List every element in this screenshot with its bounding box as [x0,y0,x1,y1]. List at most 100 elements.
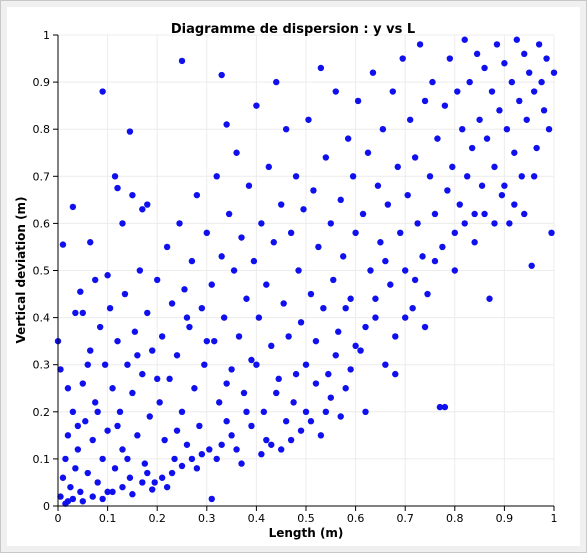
data-point [441,102,449,109]
data-point [181,286,188,293]
data-point [498,191,506,199]
data-point [139,479,146,486]
data-point [101,361,109,368]
data-point [347,366,354,373]
data-point [121,290,129,298]
data-point [260,408,268,415]
data-point [196,422,203,430]
data-point [302,408,310,415]
data-point [287,229,295,237]
data-point [230,267,238,274]
data-point [111,173,119,180]
data-point [233,149,240,156]
data-point [521,210,528,218]
data-point [488,88,496,95]
data-point [374,182,382,189]
data-point [72,309,79,317]
data-point [312,380,320,387]
data-point [87,239,94,246]
data-point [223,380,230,387]
data-point [183,314,191,321]
data-point [357,347,364,354]
grid [57,34,555,507]
data-point [240,389,248,397]
data-point [322,154,330,161]
data-point [280,300,287,307]
data-point [471,210,478,218]
data-point [481,210,488,218]
data-point [191,385,198,392]
data-point [206,446,213,453]
data-point [397,229,404,237]
data-point [59,474,67,481]
data-point [315,243,322,251]
data-point [104,272,111,279]
data-point [511,201,518,208]
data-point [178,57,186,65]
data-point [156,399,163,406]
data-point [464,173,471,180]
y-tick-label: 0.1 [33,453,51,466]
data-point [441,403,449,411]
data-point [496,107,503,114]
data-point [131,328,139,335]
data-point [265,163,272,171]
data-point [119,220,126,227]
data-point [516,97,523,105]
data-point [402,267,409,274]
data-point [163,483,171,491]
x-tick-label: 0.9 [496,512,514,525]
data-point [193,191,201,199]
data-point [223,121,230,128]
data-point [473,50,481,58]
data-point [158,333,166,340]
data-point [129,389,136,397]
data-point [79,498,87,505]
data-point [523,116,530,123]
data-point [193,465,201,472]
data-point [411,154,419,161]
data-point [327,394,334,401]
data-point [94,479,101,486]
data-point [69,495,77,503]
data-point [404,191,411,199]
data-point [64,385,72,392]
data-point [94,408,101,415]
data-point [501,182,508,189]
x-tick-label: 0.2 [148,512,166,525]
data-point [506,220,513,227]
y-tick-label: 0 [43,500,50,513]
data-point [225,210,233,218]
data-point [109,385,116,392]
x-tick-label: 0.6 [347,512,365,525]
data-point [530,88,538,95]
data-point [387,281,394,288]
data-point [243,408,250,415]
data-point [414,220,421,227]
y-tick-label: 0.9 [33,76,51,89]
data-point [340,253,347,260]
data-point [263,281,270,288]
data-point [144,469,151,477]
data-point [178,408,186,415]
data-point [273,78,280,86]
data-point [382,361,389,368]
data-point [79,309,87,317]
data-point [220,314,228,321]
data-point [124,361,131,368]
data-point [538,78,545,86]
data-point [379,126,387,133]
data-point [198,450,206,458]
data-point [248,356,255,364]
data-point [87,347,94,354]
data-point [550,69,558,76]
data-point [278,201,285,208]
scatter-chart: 0 0.1 0.2 0.3 0.4 0.5 0.6 0.7 0.8 0.9 1 0 0.1 0.2 0.3 0… [14,22,558,540]
data-point [451,267,458,274]
data-point [218,253,225,260]
data-point [518,173,525,180]
data-point [186,323,193,331]
data-point [228,432,235,439]
data-point [444,187,451,194]
data-point [478,182,486,189]
